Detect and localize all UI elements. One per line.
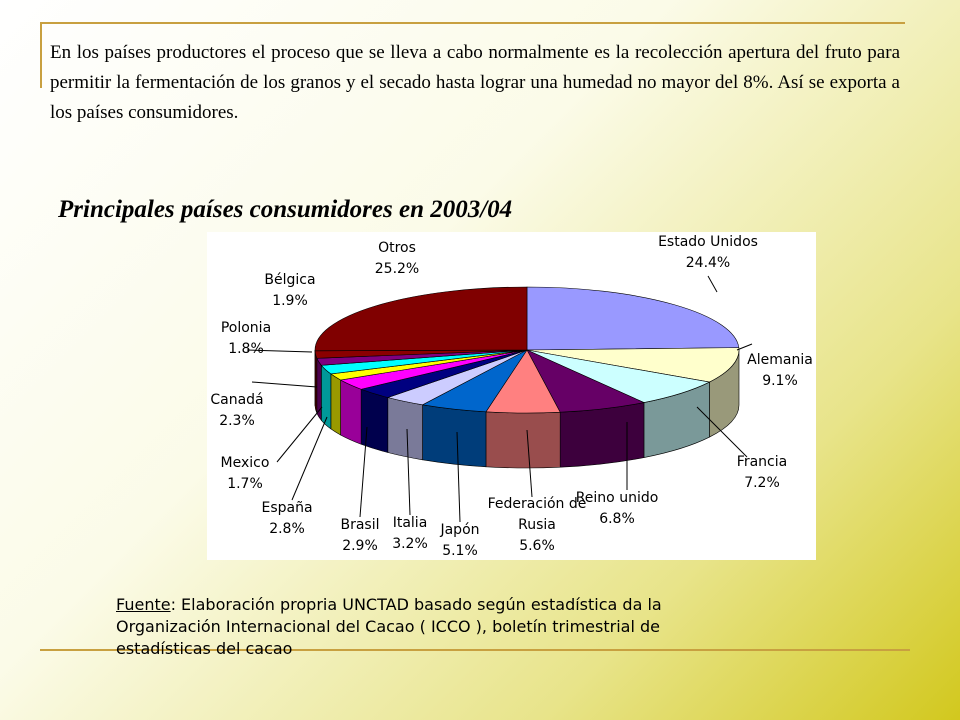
chart: Estado Unidos 24.4% Alemania 9.1% Francia 7.2…: [207, 232, 816, 560]
value-label: 1.7%: [227, 476, 263, 492]
data-label: Federación de Rusia 5.6%: [477, 494, 597, 557]
leader-line: [276, 406, 323, 463]
source: Fuente: Elaboración propria UNCTAD basad…: [116, 594, 716, 660]
left-rule: [40, 22, 42, 88]
category-label: Francia: [736, 454, 788, 470]
pie-slice: [526, 286, 740, 351]
category-label: Reino unido: [575, 490, 659, 506]
value-label: 3.2%: [392, 536, 428, 552]
data-label: Polonia 1.8%: [211, 318, 281, 360]
data-label: Reino unido 6.8%: [572, 488, 662, 530]
value-label: 24.4%: [685, 255, 731, 271]
category-label: Canadá: [210, 392, 264, 408]
chart-title: Principales países consumidores en 2003/…: [58, 196, 513, 223]
source-text: : Elaboración propria UNCTAD basado segú…: [116, 595, 662, 658]
data-label: Italia 3.2%: [380, 513, 440, 555]
category-label: Estado Unidos: [658, 234, 758, 250]
leader-line: [526, 429, 533, 498]
category-label: Federación de Rusia: [487, 496, 587, 533]
data-label: Japón 5.1%: [425, 520, 495, 562]
leader-line: [359, 426, 368, 518]
category-label: España: [261, 500, 313, 516]
bottom-rule: [40, 649, 910, 651]
data-label: Francia 7.2%: [717, 452, 807, 494]
category-label: Alemania: [747, 352, 813, 368]
pie-chart: [246, 275, 753, 523]
pie-slice-side: [485, 411, 561, 469]
category-label: Italia: [392, 515, 428, 531]
category-label: Otros: [378, 240, 416, 256]
leader-line: [291, 416, 328, 501]
top-rule: [40, 22, 905, 24]
pie-slice-side: [422, 404, 487, 468]
leader-line: [707, 275, 718, 293]
data-label: Otros 25.2%: [357, 238, 437, 280]
value-label: 5.1%: [442, 543, 478, 559]
data-label: España 2.8%: [252, 498, 322, 540]
value-label: 1.9%: [272, 293, 308, 309]
value-label: 7.2%: [744, 475, 780, 491]
value-label: 5.6%: [519, 538, 555, 554]
pie-slice-side: [559, 402, 645, 468]
pie-slice-side: [330, 373, 341, 436]
leader-line: [246, 349, 313, 353]
category-label: Polonia: [220, 320, 272, 336]
data-label: Estado Unidos 24.4%: [643, 232, 773, 274]
leader-line: [696, 406, 748, 458]
category-label: Brasil: [340, 517, 380, 533]
pie-slice-side: [387, 397, 423, 461]
value-label: 25.2%: [374, 261, 420, 277]
value-label: 2.8%: [269, 521, 305, 537]
pie-slice-side: [360, 388, 389, 453]
value-label: 1.8%: [228, 341, 264, 357]
category-label: Mexico: [220, 455, 270, 471]
category-label: Japón: [440, 522, 480, 538]
pie-slice-side: [340, 379, 362, 445]
value-label: 2.9%: [342, 538, 378, 554]
data-label: Canadá 2.3%: [202, 390, 272, 432]
leader-line: [736, 343, 753, 351]
category-label: Bélgica: [264, 272, 316, 288]
value-label: 2.3%: [219, 413, 255, 429]
value-label: 6.8%: [599, 511, 635, 527]
intro-text: En los países productores el proceso que…: [50, 42, 900, 123]
value-label: 9.1%: [762, 373, 798, 389]
leader-line: [251, 381, 318, 388]
data-label: Brasil 2.9%: [330, 515, 390, 557]
data-label: Mexico 1.7%: [210, 453, 280, 495]
leader-line: [406, 428, 411, 516]
source-label: Fuente: [116, 595, 171, 614]
leader-line: [456, 431, 461, 523]
data-label: Alemania 9.1%: [735, 350, 825, 392]
pie-slice: [314, 286, 528, 352]
data-label: Bélgica 1.9%: [255, 270, 325, 312]
